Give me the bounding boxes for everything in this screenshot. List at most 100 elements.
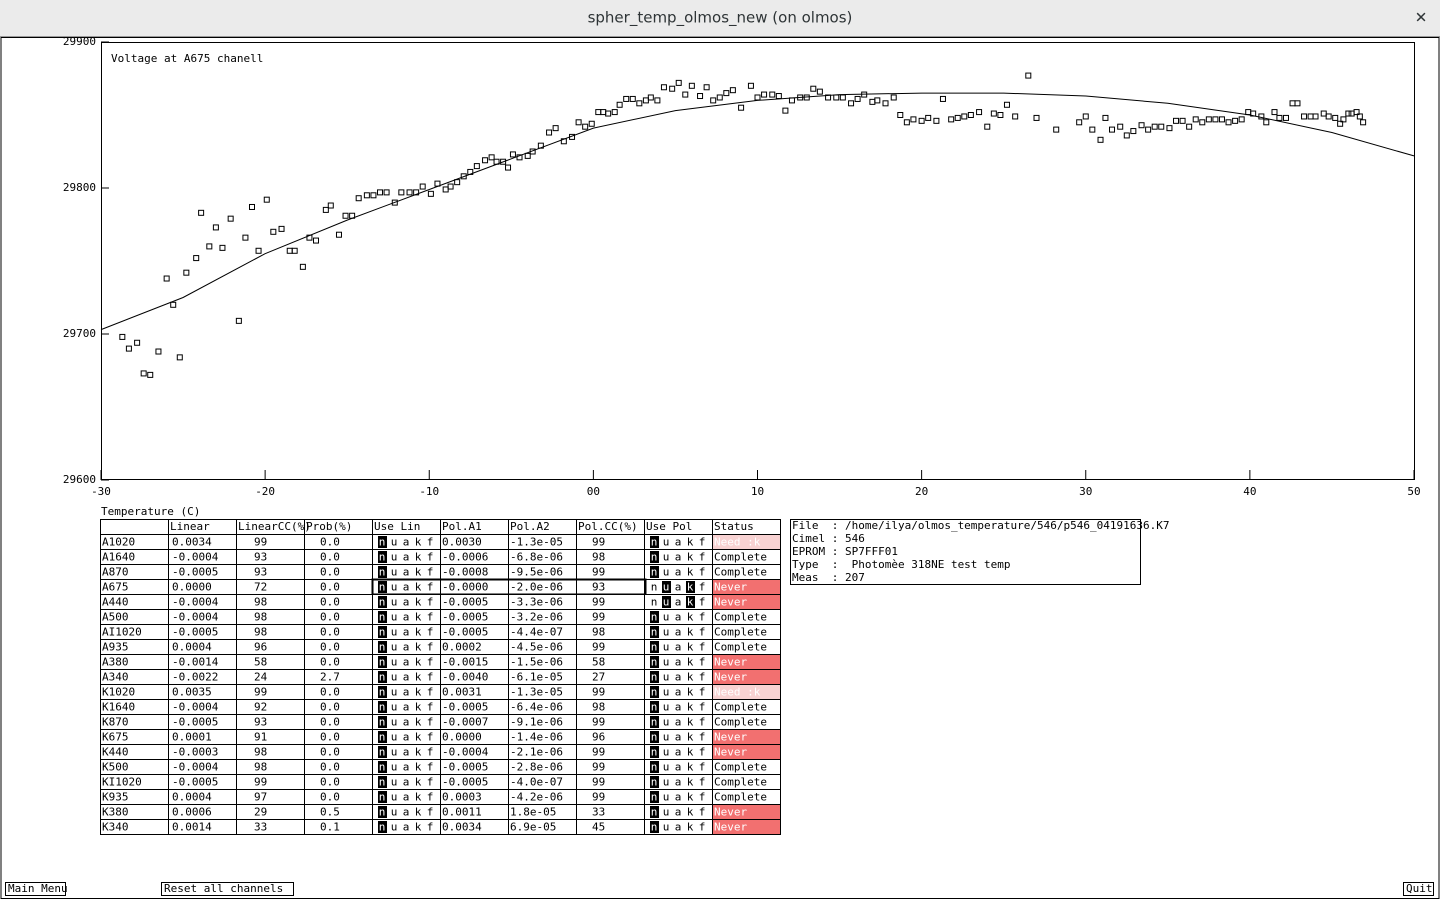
option-letter[interactable]: a [403, 551, 410, 564]
option-letter[interactable]: f [699, 626, 706, 639]
option-letter[interactable]: n [379, 701, 386, 714]
option-letter[interactable]: n [651, 656, 658, 669]
option-letter[interactable]: u [391, 701, 398, 714]
option-letter[interactable]: n [651, 641, 658, 654]
option-letter[interactable]: n [651, 596, 658, 609]
option-letter[interactable]: f [427, 581, 434, 594]
option-letter[interactable]: k [687, 656, 694, 669]
option-letter[interactable]: f [699, 791, 706, 804]
option-letter[interactable]: a [403, 731, 410, 744]
option-letter[interactable]: a [403, 701, 410, 714]
option-letter[interactable]: u [391, 626, 398, 639]
option-letter[interactable]: n [379, 716, 386, 729]
option-letter[interactable]: k [687, 806, 694, 819]
option-letter[interactable]: a [675, 746, 682, 759]
option-letter[interactable]: a [403, 791, 410, 804]
option-letter[interactable]: k [687, 701, 694, 714]
option-letter[interactable]: n [379, 761, 386, 774]
option-letter[interactable]: u [391, 716, 398, 729]
option-letter[interactable]: a [403, 746, 410, 759]
option-letter[interactable]: f [427, 731, 434, 744]
reset-button[interactable] [161, 882, 294, 896]
option-letter[interactable]: f [427, 746, 434, 759]
option-letter[interactable]: f [427, 671, 434, 684]
option-letter[interactable]: f [699, 641, 706, 654]
option-letter[interactable]: a [675, 611, 682, 624]
option-letter[interactable]: n [651, 701, 658, 714]
option-letter[interactable]: k [687, 566, 694, 579]
option-letter[interactable]: u [391, 671, 398, 684]
option-letter[interactable]: f [699, 536, 706, 549]
option-letter[interactable]: u [391, 686, 398, 699]
option-letter[interactable]: f [427, 611, 434, 624]
option-letter[interactable]: u [663, 551, 670, 564]
option-letter[interactable]: u [391, 566, 398, 579]
option-letter[interactable]: a [675, 776, 682, 789]
option-letter[interactable]: u [663, 686, 670, 699]
option-letter[interactable]: k [415, 776, 422, 789]
option-letter[interactable]: f [699, 566, 706, 579]
option-letter[interactable]: k [415, 791, 422, 804]
option-letter[interactable]: n [379, 821, 386, 834]
option-letter[interactable]: a [403, 581, 410, 594]
option-letter[interactable]: u [663, 701, 670, 714]
option-letter[interactable]: u [663, 656, 670, 669]
option-letter[interactable]: a [403, 656, 410, 669]
option-letter[interactable]: u [391, 656, 398, 669]
option-letter[interactable]: a [403, 641, 410, 654]
option-letter[interactable]: f [699, 731, 706, 744]
option-letter[interactable]: a [675, 716, 682, 729]
option-letter[interactable]: a [675, 656, 682, 669]
option-letter[interactable]: n [379, 626, 386, 639]
option-letter[interactable]: n [651, 581, 658, 594]
option-letter[interactable]: k [687, 626, 694, 639]
option-letter[interactable]: k [687, 731, 694, 744]
option-letter[interactable]: a [403, 821, 410, 834]
option-letter[interactable]: u [663, 566, 670, 579]
option-letter[interactable]: f [699, 716, 706, 729]
option-letter[interactable]: f [699, 551, 706, 564]
quit-button[interactable] [1403, 882, 1434, 896]
option-letter[interactable]: k [687, 536, 694, 549]
option-letter[interactable]: n [651, 806, 658, 819]
option-letter[interactable]: k [687, 821, 694, 834]
option-letter[interactable]: a [675, 671, 682, 684]
option-letter[interactable]: k [687, 551, 694, 564]
option-letter[interactable]: k [415, 566, 422, 579]
option-letter[interactable]: k [415, 731, 422, 744]
option-letter[interactable]: u [663, 626, 670, 639]
option-letter[interactable]: k [415, 581, 422, 594]
option-letter[interactable]: f [427, 536, 434, 549]
option-letter[interactable]: k [415, 821, 422, 834]
option-letter[interactable]: k [415, 536, 422, 549]
option-letter[interactable]: f [427, 626, 434, 639]
option-letter[interactable]: u [391, 581, 398, 594]
option-letter[interactable]: f [699, 656, 706, 669]
option-letter[interactable]: u [663, 596, 670, 609]
option-letter[interactable]: u [663, 731, 670, 744]
main-menu-button[interactable] [5, 882, 66, 896]
close-button[interactable]: ✕ [1415, 9, 1428, 27]
option-letter[interactable]: n [651, 716, 658, 729]
option-letter[interactable]: a [675, 731, 682, 744]
option-letter[interactable]: k [415, 671, 422, 684]
option-letter[interactable]: f [699, 806, 706, 819]
option-letter[interactable]: n [379, 776, 386, 789]
option-letter[interactable]: k [415, 626, 422, 639]
option-letter[interactable]: a [675, 551, 682, 564]
option-letter[interactable]: n [651, 761, 658, 774]
option-letter[interactable]: u [391, 746, 398, 759]
option-letter[interactable]: u [663, 611, 670, 624]
option-letter[interactable]: k [415, 806, 422, 819]
quit-label[interactable]: Quit [1406, 882, 1433, 895]
option-letter[interactable]: f [699, 761, 706, 774]
option-letter[interactable]: n [651, 671, 658, 684]
option-letter[interactable]: a [403, 671, 410, 684]
option-letter[interactable]: f [427, 791, 434, 804]
option-letter[interactable]: n [379, 791, 386, 804]
option-letter[interactable]: a [403, 626, 410, 639]
option-letter[interactable]: n [651, 551, 658, 564]
option-letter[interactable]: k [415, 701, 422, 714]
option-letter[interactable]: u [391, 731, 398, 744]
option-letter[interactable]: u [391, 641, 398, 654]
